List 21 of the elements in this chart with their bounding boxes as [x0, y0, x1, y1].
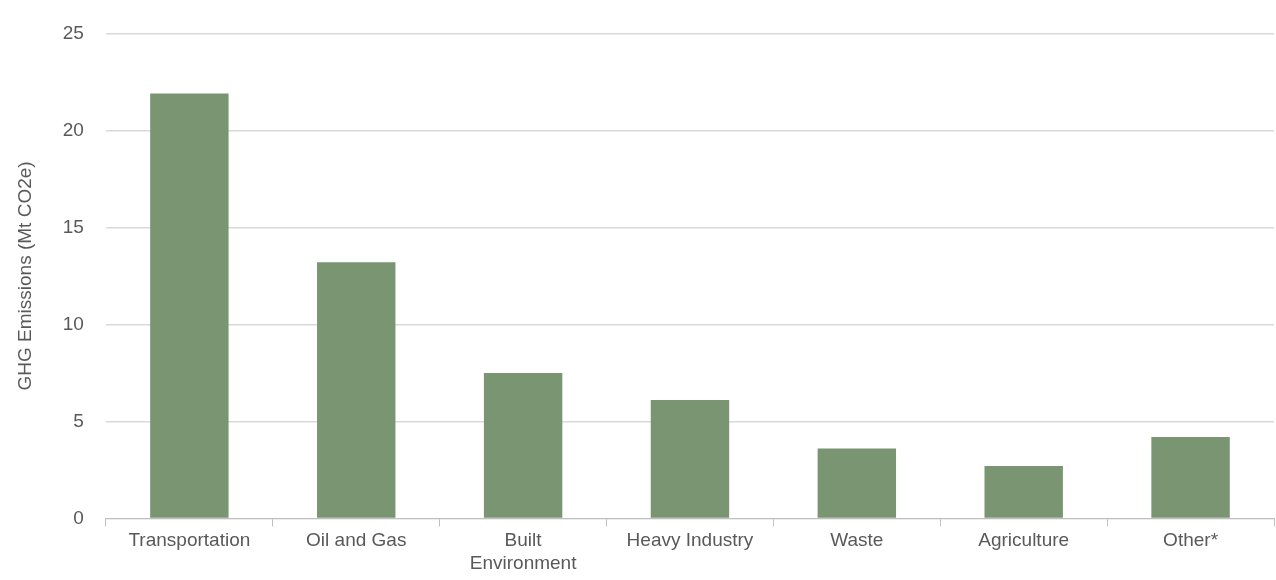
x-tick-label: Transportation — [128, 529, 251, 551]
y-tick-label: 5 — [73, 409, 84, 431]
y-tick-label: 20 — [62, 118, 84, 140]
x-tick-label: Other* — [1163, 529, 1219, 551]
bar — [1151, 436, 1230, 518]
bar — [817, 448, 897, 518]
y-tick-label: 15 — [62, 215, 84, 237]
bar — [150, 93, 229, 518]
x-tick-label: Built Environment — [469, 529, 578, 573]
bar — [483, 372, 563, 518]
bar — [984, 466, 1063, 518]
bar — [650, 400, 730, 518]
y-tick-label: 0 — [73, 506, 84, 528]
y-axis-title: GHG Emissions (Mt CO2e) — [13, 161, 35, 391]
x-tick-label: Waste — [830, 529, 884, 551]
y-tick-label: 25 — [62, 21, 84, 43]
bar — [317, 262, 396, 518]
y-tick-label: 10 — [62, 312, 84, 334]
x-tick-label: Agriculture — [978, 529, 1070, 551]
x-tick-label: Oil and Gas — [306, 529, 407, 551]
x-tick-label: Heavy Industry — [626, 529, 754, 551]
